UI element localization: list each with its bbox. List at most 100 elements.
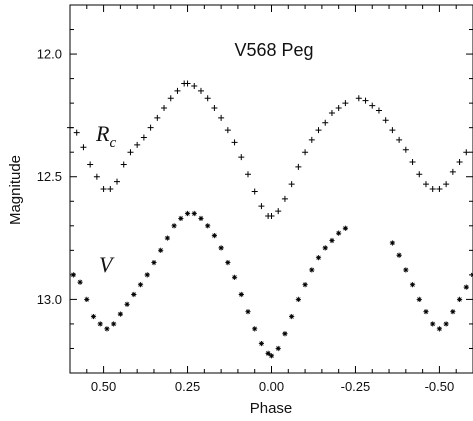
rc-data-point bbox=[463, 149, 470, 156]
v-data-point bbox=[403, 267, 409, 273]
v-data-point bbox=[218, 245, 224, 251]
rc-data-point bbox=[369, 102, 376, 109]
rc-data-point bbox=[140, 134, 147, 141]
v-data-point bbox=[282, 331, 288, 337]
rc-data-point bbox=[416, 171, 423, 178]
rc-data-point bbox=[114, 178, 121, 185]
rc-data-point bbox=[167, 95, 174, 102]
v-data-point bbox=[322, 245, 328, 251]
chart-title: V568 Peg bbox=[234, 40, 313, 60]
v-data-point bbox=[111, 321, 117, 327]
rc-data-point bbox=[322, 119, 329, 126]
v-data-point bbox=[124, 301, 130, 307]
v-data-point bbox=[97, 321, 103, 327]
rc-data-point bbox=[429, 186, 436, 192]
v-data-point bbox=[409, 282, 416, 288]
rc-data-point bbox=[224, 127, 231, 134]
rc-data-point bbox=[409, 159, 416, 166]
v-data-point bbox=[258, 340, 265, 347]
v-data-point bbox=[436, 326, 443, 332]
rc-data-point bbox=[268, 212, 275, 219]
series-v-points bbox=[70, 210, 473, 359]
rc-data-point bbox=[396, 136, 403, 143]
v-data-point bbox=[295, 296, 301, 302]
rc-data-point bbox=[402, 146, 409, 153]
v-data-point bbox=[137, 282, 144, 288]
v-data-point bbox=[178, 215, 184, 222]
rc-data-point bbox=[218, 114, 225, 121]
rc-data-point bbox=[275, 208, 282, 215]
rc-data-point bbox=[281, 195, 288, 202]
rc-data-point bbox=[93, 173, 100, 180]
x-tick-labels: 0.50 0.25 0.00 -0.25 -0.50 bbox=[91, 379, 454, 394]
axis-ticks bbox=[70, 5, 473, 373]
rc-data-point bbox=[231, 139, 238, 146]
v-data-point bbox=[252, 326, 258, 332]
v-data-point bbox=[151, 260, 157, 266]
rc-data-point bbox=[73, 129, 80, 136]
rc-data-point bbox=[375, 107, 382, 114]
rc-data-point bbox=[244, 171, 251, 178]
v-data-point bbox=[443, 321, 449, 327]
v-data-point bbox=[225, 260, 231, 266]
rc-data-point bbox=[288, 181, 295, 188]
v-data-point bbox=[423, 309, 429, 315]
rc-data-point bbox=[100, 186, 107, 192]
rc-data-point bbox=[443, 181, 450, 188]
v-data-point bbox=[164, 235, 170, 241]
rc-data-point bbox=[197, 87, 204, 94]
rc-data-point bbox=[161, 105, 168, 112]
v-data-point bbox=[275, 345, 281, 352]
rc-data-point bbox=[67, 124, 73, 131]
y-tick-labels: 12.0 12.5 13.0 bbox=[37, 47, 62, 307]
rc-data-point bbox=[154, 114, 161, 121]
v-data-point bbox=[205, 223, 211, 229]
v-data-point bbox=[171, 223, 177, 229]
v-data-point bbox=[245, 309, 251, 315]
v-data-point bbox=[309, 267, 315, 273]
v-data-point bbox=[211, 233, 218, 239]
v-data-point bbox=[315, 255, 322, 261]
rc-data-point bbox=[184, 80, 191, 87]
v-data-point bbox=[430, 321, 436, 327]
rc-data-point bbox=[456, 159, 463, 166]
rc-data-point bbox=[87, 161, 94, 168]
rc-data-point bbox=[174, 87, 181, 94]
v-data-point bbox=[144, 272, 150, 278]
series-label-rc: Rc bbox=[95, 121, 116, 151]
rc-data-point bbox=[308, 136, 315, 143]
v-data-point bbox=[90, 313, 97, 320]
rc-data-point bbox=[362, 97, 369, 104]
v-data-point bbox=[289, 313, 295, 320]
rc-data-point bbox=[258, 203, 265, 210]
data-points bbox=[67, 80, 473, 359]
rc-data-point bbox=[211, 105, 218, 112]
rc-data-point bbox=[80, 144, 87, 151]
rc-data-point bbox=[251, 188, 258, 195]
rc-data-point bbox=[107, 186, 114, 192]
series-label-rc-sub: c bbox=[109, 135, 116, 151]
plot-frame bbox=[69, 4, 473, 374]
v-data-point bbox=[389, 240, 395, 246]
v-data-point bbox=[198, 215, 204, 222]
v-data-point bbox=[342, 225, 348, 231]
v-data-point bbox=[463, 284, 469, 290]
rc-data-point bbox=[238, 154, 245, 161]
rc-data-point bbox=[302, 149, 309, 156]
v-data-point bbox=[265, 350, 271, 356]
rc-data-point bbox=[449, 168, 456, 175]
series-rc-points bbox=[67, 80, 470, 219]
rc-data-point bbox=[315, 127, 322, 134]
rc-data-point bbox=[295, 163, 302, 170]
v-data-point bbox=[302, 282, 308, 288]
y-tick-label: 12.0 bbox=[37, 47, 62, 62]
rc-data-point bbox=[191, 82, 198, 89]
v-data-point bbox=[450, 309, 456, 315]
rc-data-point bbox=[355, 95, 362, 102]
x-axis-title: Phase bbox=[250, 400, 293, 417]
v-data-point bbox=[184, 210, 191, 217]
rc-data-point bbox=[389, 127, 396, 134]
v-data-point bbox=[191, 210, 197, 217]
x-tick-label: -0.50 bbox=[425, 379, 455, 394]
